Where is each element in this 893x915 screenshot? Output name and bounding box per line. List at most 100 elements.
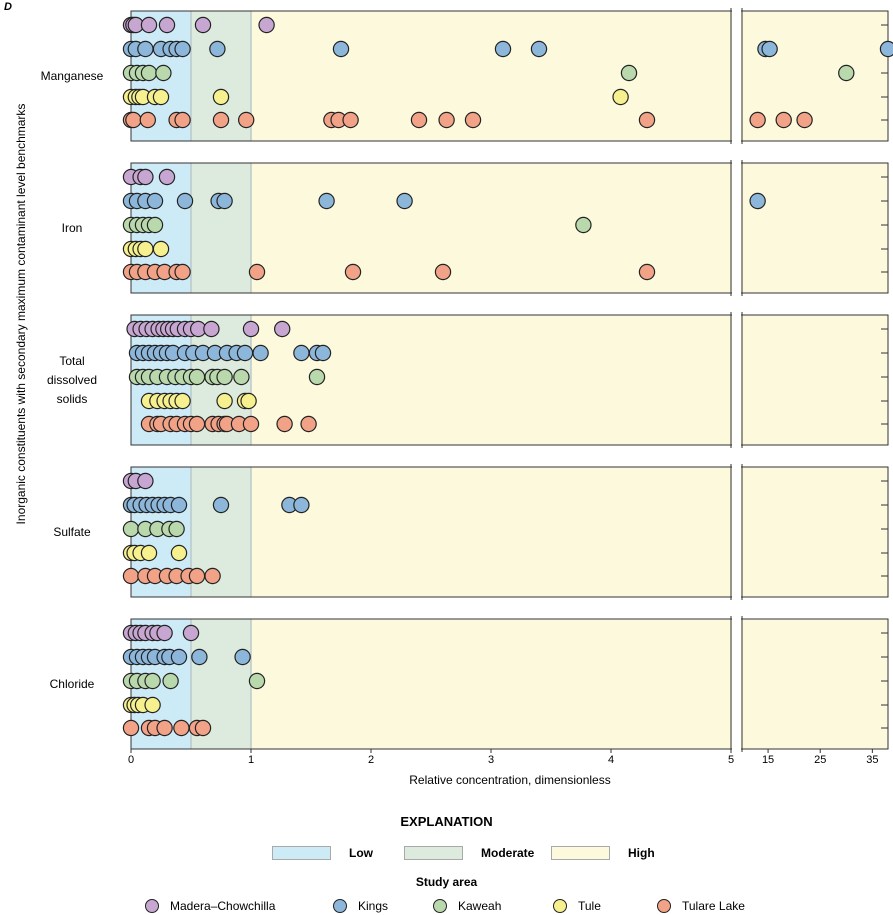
band-high-total-dissolved-solids bbox=[251, 315, 888, 445]
legend-madera-chowchilla: Madera–Chowchilla bbox=[145, 897, 275, 915]
axis-break-gap bbox=[732, 618, 741, 750]
point-kings bbox=[252, 344, 269, 362]
madera-chowchilla-marker bbox=[145, 899, 159, 913]
legend-kaweah-label: Kaweah bbox=[458, 899, 502, 913]
point-kings bbox=[293, 496, 310, 514]
point-tulare-lake bbox=[139, 111, 156, 129]
panel-label-iron: Iron bbox=[62, 221, 83, 235]
point-madera-chowchilla bbox=[158, 16, 176, 34]
point-kaweah bbox=[575, 216, 592, 234]
axis-break-gap bbox=[732, 466, 741, 598]
point-kaweah bbox=[620, 64, 638, 82]
point-kaweah bbox=[308, 368, 326, 386]
legend-low-label: Low bbox=[349, 846, 373, 860]
legend-low: Low bbox=[272, 846, 373, 860]
point-tulare-lake bbox=[410, 111, 428, 129]
point-tulare-lake bbox=[122, 719, 140, 737]
point-tulare-lake bbox=[188, 415, 206, 433]
panel-label-chloride: Chloride bbox=[50, 677, 95, 691]
point-tulare-lake bbox=[434, 263, 452, 281]
point-tule bbox=[174, 392, 191, 410]
legend-moderate-label: Moderate bbox=[481, 846, 535, 860]
point-madera-chowchilla bbox=[182, 624, 200, 642]
tule-marker bbox=[553, 899, 567, 913]
point-tulare-lake bbox=[194, 719, 212, 737]
legend-tulare-lake: Tulare Lake bbox=[657, 897, 745, 915]
panel-label-sulfate: Sulfate bbox=[53, 525, 91, 539]
legend-high-label: High bbox=[628, 846, 655, 860]
point-tulare-lake bbox=[464, 111, 482, 129]
point-tule bbox=[152, 88, 170, 106]
x-tick-label: 1 bbox=[248, 754, 254, 766]
x-tick-label: 25 bbox=[814, 754, 826, 766]
point-madera-chowchilla bbox=[156, 624, 173, 642]
point-kings bbox=[209, 40, 226, 58]
point-kings bbox=[494, 40, 512, 58]
legend-moderate: Moderate bbox=[404, 846, 534, 860]
legend-title: EXPLANATION bbox=[400, 814, 493, 829]
point-tulare-lake bbox=[156, 719, 173, 737]
point-kings bbox=[176, 192, 194, 210]
point-tulare-lake bbox=[204, 567, 221, 585]
panel-label-total-dissolved-solids: Total bbox=[59, 354, 84, 368]
point-kings bbox=[314, 344, 332, 362]
point-kaweah bbox=[155, 64, 172, 82]
kaweah-marker bbox=[433, 899, 447, 913]
x-tick-label: 4 bbox=[608, 754, 614, 766]
point-tulare-lake bbox=[122, 567, 140, 585]
point-kings bbox=[332, 40, 350, 58]
point-tulare-lake bbox=[638, 111, 656, 129]
point-kaweah bbox=[162, 672, 179, 690]
legend-tule-label: Tule bbox=[578, 899, 601, 913]
point-kings bbox=[212, 496, 230, 514]
legend-kings: Kings bbox=[333, 897, 388, 915]
panel-label-total-dissolved-solids: solids bbox=[57, 392, 88, 406]
panel-letter: D bbox=[4, 1, 12, 13]
point-madera-chowchilla bbox=[137, 472, 154, 490]
point-kaweah bbox=[838, 64, 855, 82]
point-kaweah bbox=[144, 672, 161, 690]
point-tulare-lake bbox=[438, 111, 455, 129]
low-swatch bbox=[272, 846, 331, 860]
panel-iron: Iron bbox=[62, 160, 889, 296]
point-kaweah bbox=[168, 520, 185, 538]
point-kaweah bbox=[140, 64, 158, 82]
high-swatch bbox=[551, 846, 610, 860]
point-madera-chowchilla bbox=[258, 16, 275, 34]
point-kings bbox=[191, 648, 208, 666]
point-tule bbox=[144, 696, 161, 714]
kings-marker bbox=[333, 899, 347, 913]
point-tulare-lake bbox=[638, 263, 656, 281]
point-tule bbox=[140, 544, 158, 562]
panel-chloride: Chloride bbox=[50, 616, 889, 752]
x-tick-label: 15 bbox=[762, 754, 774, 766]
y-axis-title: Inorganic constituents with secondary ma… bbox=[14, 104, 28, 525]
axis-break-gap bbox=[732, 162, 741, 294]
point-kings bbox=[879, 40, 893, 58]
legend: EXPLANATION Low Moderate High Study area… bbox=[0, 808, 893, 914]
x-tick-label: 2 bbox=[368, 754, 374, 766]
point-tulare-lake bbox=[344, 263, 362, 281]
legend-high: High bbox=[551, 846, 655, 860]
legend-tulare-lake-label: Tulare Lake bbox=[682, 899, 745, 913]
axis-break-gap bbox=[732, 10, 741, 142]
point-kaweah bbox=[248, 672, 266, 690]
point-kings bbox=[170, 648, 188, 666]
point-tulare-lake bbox=[173, 719, 190, 737]
point-tulare-lake bbox=[796, 111, 813, 129]
legend-tule: Tule bbox=[553, 897, 601, 915]
point-kings bbox=[170, 496, 188, 514]
legend-kings-label: Kings bbox=[358, 899, 389, 913]
point-tulare-lake bbox=[775, 111, 792, 129]
point-tulare-lake bbox=[749, 111, 766, 129]
point-kings bbox=[174, 40, 191, 58]
point-tule bbox=[212, 88, 230, 106]
panel-sulfate: Sulfate bbox=[53, 464, 889, 600]
moderate-swatch bbox=[404, 846, 463, 860]
x-tick-label: 35 bbox=[866, 754, 878, 766]
x-tick-label: 5 bbox=[728, 754, 734, 766]
point-kaweah bbox=[122, 520, 140, 538]
point-tulare-lake bbox=[276, 415, 293, 433]
point-madera-chowchilla bbox=[137, 168, 154, 186]
point-kaweah bbox=[146, 216, 164, 234]
